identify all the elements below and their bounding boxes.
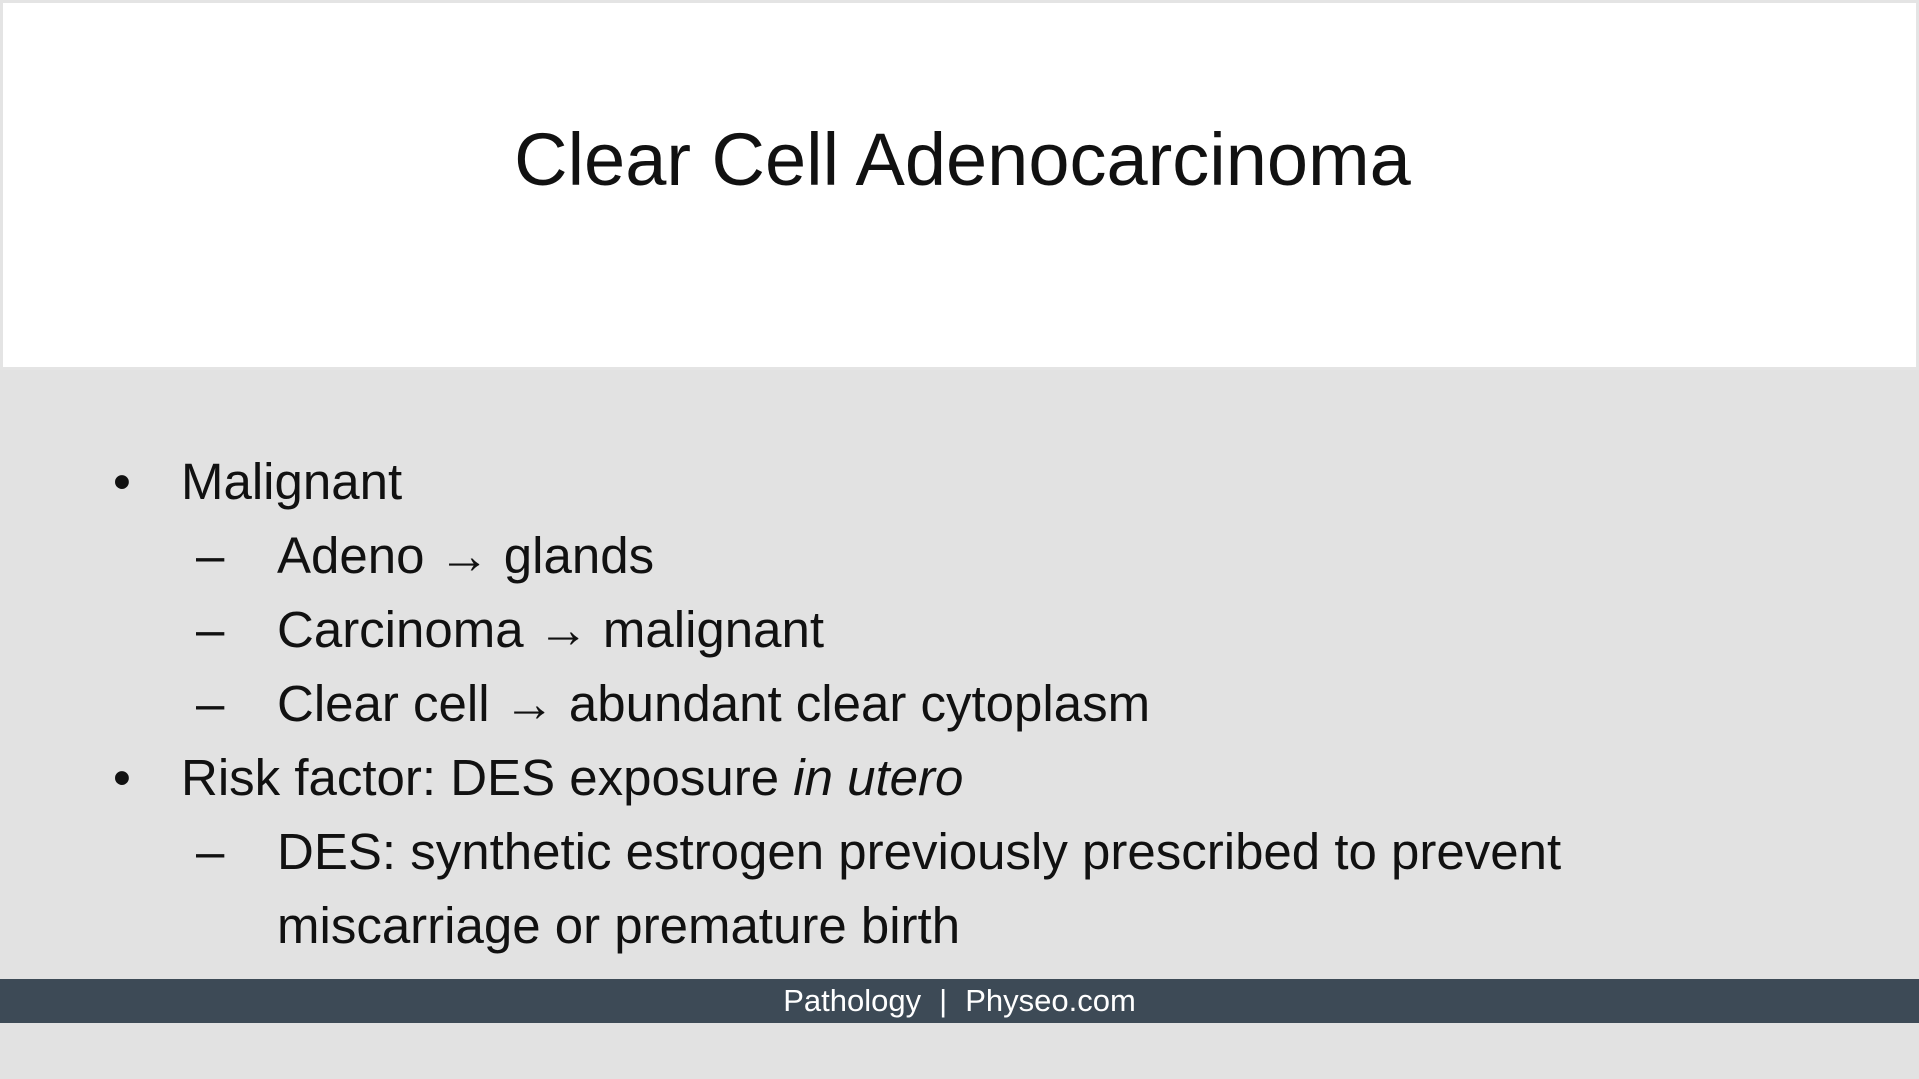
sub-bullet-marker: – — [196, 823, 225, 880]
bullet-marker: • — [113, 453, 131, 510]
bullet-text: Malignant — [181, 453, 403, 510]
sub-bullet-text: DES: synthetic estrogen previously presc… — [277, 823, 1562, 880]
sub-bullet-item: – Carcinoma → malignant — [0, 593, 1919, 667]
bullet-item: • Malignant — [0, 445, 1919, 519]
sub-bullet-text-continued: miscarriage or premature birth — [277, 897, 961, 954]
footer-site: Physeo.com — [965, 983, 1136, 1018]
footer-separator: | — [939, 983, 948, 1018]
sub-bullet-text: Carcinoma → malignant — [277, 601, 825, 658]
bullet-text-italic: in utero — [793, 749, 964, 806]
footer-subject: Pathology — [783, 983, 922, 1018]
sub-bullet-marker: – — [196, 527, 225, 584]
sub-bullet-marker: – — [196, 601, 225, 658]
title-panel: Clear Cell Adenocarcinoma — [0, 0, 1919, 370]
sub-bullet-text: Adeno → glands — [277, 527, 655, 584]
bullet-text: Risk factor: DES exposure in utero — [181, 741, 963, 815]
slide-title: Clear Cell Adenocarcinoma — [514, 118, 1411, 201]
sub-bullet-text: Clear cell → abundant clear cytoplasm — [277, 675, 1151, 732]
footer-bar: Pathology | Physeo.com — [0, 979, 1919, 1023]
sub-bullet-continuation: miscarriage or premature birth — [0, 889, 1919, 963]
sub-bullet-item: – DES: synthetic estrogen previously pre… — [0, 815, 1919, 889]
slide-body: • Malignant – Adeno → glands – Carcinoma… — [0, 445, 1919, 963]
bullet-marker: • — [113, 749, 131, 806]
sub-bullet-item: – Adeno → glands — [0, 519, 1919, 593]
sub-bullet-item: – Clear cell → abundant clear cytoplasm — [0, 667, 1919, 741]
bullet-text-plain: Risk factor: DES exposure — [181, 749, 794, 806]
bullet-item: • Risk factor: DES exposure in utero — [0, 741, 1919, 815]
sub-bullet-marker: – — [196, 675, 225, 732]
